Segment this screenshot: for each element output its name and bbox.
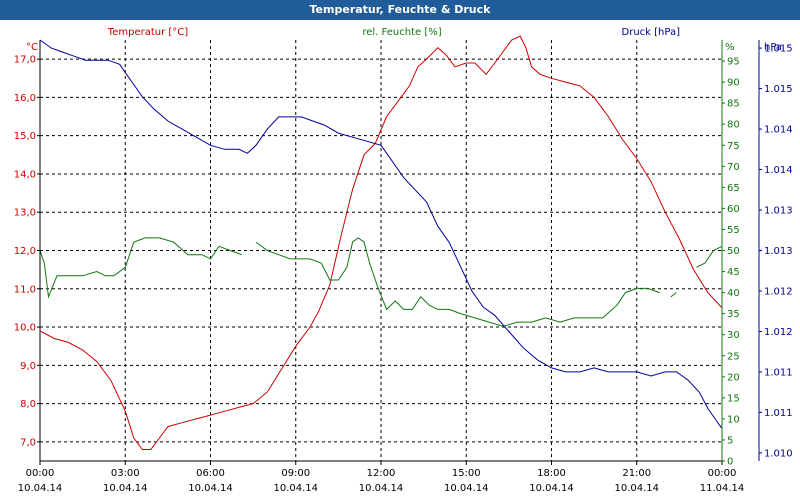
chart-canvas: 7,0 8,0 9,0 10,0 11,0 12,0 13,0 14,0 15,0 16,0 17,… <box>14 27 793 494</box>
chart-series-layer <box>39 35 723 450</box>
humidity-tick-label: 35 <box>727 309 740 320</box>
date-tick-label: 10.04.14 <box>273 483 318 494</box>
series-line-humidity <box>255 237 660 327</box>
chart-labels: 7,0 8,0 9,0 10,0 11,0 12,0 13,0 14,0 15,0 16,0 17,… <box>14 27 793 494</box>
pressure-tick-label: 1.011 <box>764 367 793 378</box>
pressure-unit-label: hPa <box>764 42 782 53</box>
series-line-temperature <box>39 35 723 450</box>
time-tick-label: 09:00 <box>281 468 310 479</box>
humidity-tick-label: 15 <box>727 393 740 404</box>
date-tick-label: 10.04.14 <box>359 483 404 494</box>
temperature-tick-label: 8,0 <box>20 399 36 410</box>
date-tick-label: 10.04.14 <box>614 483 659 494</box>
temperature-tick-label: 14,0 <box>14 169 36 180</box>
humidity-tick-label: 90 <box>727 78 740 89</box>
time-tick-label: 00:00 <box>26 468 55 479</box>
series-line-humidity <box>670 292 677 298</box>
pressure-tick-label: 1.015 <box>764 84 793 95</box>
time-tick-label: 21:00 <box>622 468 651 479</box>
date-tick-label: 11.04.14 <box>700 483 745 494</box>
pressure-tick-label: 1.014 <box>764 165 793 176</box>
humidity-tick-label: 25 <box>727 351 740 362</box>
pressure-tick-label: 1.014 <box>764 125 793 136</box>
date-tick-label: 10.04.14 <box>18 483 63 494</box>
temperature-tick-label: 10,0 <box>14 323 36 334</box>
humidity-tick-label: 0 <box>727 457 733 468</box>
time-tick-label: 12:00 <box>367 468 396 479</box>
humidity-tick-label: 55 <box>727 225 740 236</box>
date-tick-label: 10.04.14 <box>444 483 489 494</box>
humidity-tick-label: 50 <box>727 246 740 257</box>
chart-axes <box>37 40 762 465</box>
pressure-tick-label: 1.010 <box>764 448 793 459</box>
humidity-tick-label: 80 <box>727 120 740 131</box>
temperature-unit-label: °C <box>26 42 38 53</box>
temperature-tick-label: 7,0 <box>20 437 36 448</box>
temperature-tick-label: 13,0 <box>14 208 36 219</box>
legend-humidity: rel. Feuchte [%] <box>362 27 441 38</box>
humidity-tick-label: 5 <box>727 435 733 446</box>
temperature-tick-label: 12,0 <box>14 246 36 257</box>
humidity-tick-label: 65 <box>727 183 740 194</box>
pressure-tick-label: 1.012 <box>764 286 793 297</box>
pressure-tick-label: 1.013 <box>764 246 793 257</box>
series-line-pressure <box>39 39 723 429</box>
pressure-tick-label: 1.013 <box>764 206 793 217</box>
temperature-tick-label: 11,0 <box>14 284 36 295</box>
humidity-tick-label: 10 <box>727 414 740 425</box>
temperature-tick-label: 16,0 <box>14 93 36 104</box>
date-tick-label: 10.04.14 <box>529 483 574 494</box>
humidity-tick-label: 75 <box>727 141 740 152</box>
humidity-tick-label: 30 <box>727 330 740 341</box>
chart-title: Temperatur, Feuchte & Druck <box>309 3 491 16</box>
date-tick-label: 10.04.14 <box>188 483 233 494</box>
series-line-humidity <box>696 245 723 268</box>
chart-grid <box>39 40 723 461</box>
legend-pressure: Druck [hPa] <box>622 27 681 38</box>
pressure-tick-label: 1.012 <box>764 327 793 338</box>
series-line-humidity <box>39 237 242 299</box>
temperature-tick-label: 9,0 <box>20 361 36 372</box>
humidity-tick-label: 95 <box>727 57 740 68</box>
time-tick-label: 03:00 <box>111 468 140 479</box>
humidity-tick-label: 45 <box>727 267 740 278</box>
temperature-tick-label: 17,0 <box>14 55 36 66</box>
time-tick-label: 06:00 <box>196 468 225 479</box>
date-tick-label: 10.04.14 <box>103 483 148 494</box>
chart-title-bar: Temperatur, Feuchte & Druck <box>0 0 800 20</box>
humidity-tick-label: 70 <box>727 162 740 173</box>
humidity-tick-label: 40 <box>727 288 740 299</box>
pressure-tick-label: 1.011 <box>764 408 793 419</box>
humidity-tick-label: 85 <box>727 99 740 110</box>
temperature-tick-label: 15,0 <box>14 131 36 142</box>
legend-temperature: Temperatur [°C] <box>107 27 188 38</box>
time-tick-label: 18:00 <box>537 468 566 479</box>
time-tick-label: 00:00 <box>708 468 737 479</box>
humidity-tick-label: 20 <box>727 372 740 383</box>
pressure-tick-label: 1.015 <box>764 44 793 55</box>
humidity-unit-label: % <box>725 42 735 53</box>
time-tick-label: 15:00 <box>452 468 481 479</box>
humidity-tick-label: 60 <box>727 204 740 215</box>
